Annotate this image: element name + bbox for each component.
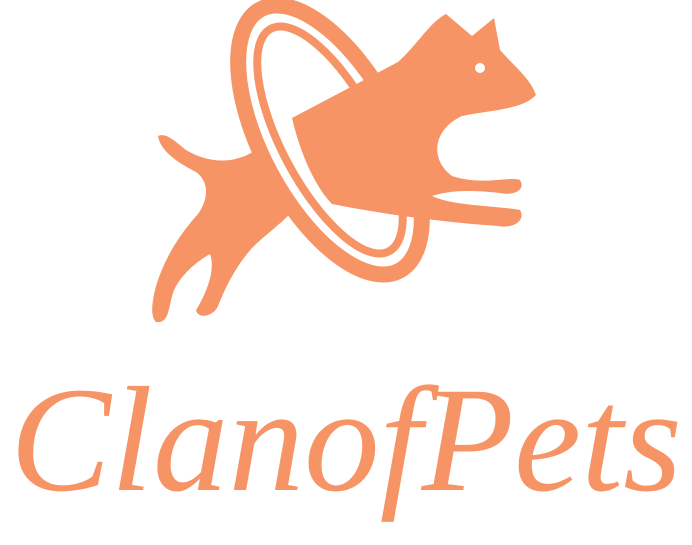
dog-eye bbox=[475, 63, 485, 73]
dog-icon bbox=[152, 14, 536, 323]
hoop-outer bbox=[230, 0, 430, 283]
dog-hind bbox=[152, 135, 290, 323]
brand-name: ClanofPets bbox=[10, 357, 682, 523]
dog-front bbox=[292, 14, 536, 227]
hoop bbox=[230, 0, 430, 283]
hoop-inner bbox=[253, 22, 407, 258]
